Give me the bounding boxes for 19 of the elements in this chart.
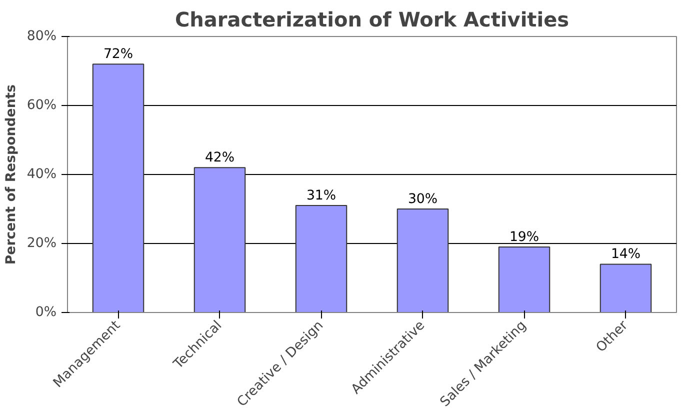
data-label: 30% — [408, 192, 438, 207]
y-tick-label: 40% — [26, 167, 56, 182]
y-axis-title: Percent of Respondents — [4, 84, 19, 265]
y-tick-label: 80% — [26, 29, 56, 44]
y-tick-label: 60% — [26, 98, 56, 113]
bar — [92, 64, 144, 312]
data-label: 72% — [103, 47, 134, 62]
bar — [396, 208, 449, 312]
data-label: 42% — [204, 150, 235, 166]
y-tick-label: 20% — [26, 236, 56, 251]
bar — [498, 246, 550, 312]
bar — [194, 167, 246, 312]
data-label: 19% — [509, 230, 540, 245]
data-label: 31% — [306, 188, 336, 204]
chart-title: Characterization of Work Activities — [174, 8, 570, 32]
bar — [600, 264, 652, 312]
y-tick-label: 0% — [35, 305, 57, 320]
data-label: 14% — [610, 247, 641, 262]
bar — [295, 205, 348, 312]
